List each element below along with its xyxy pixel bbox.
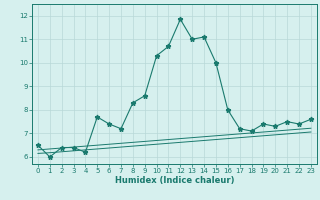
X-axis label: Humidex (Indice chaleur): Humidex (Indice chaleur) bbox=[115, 176, 234, 185]
